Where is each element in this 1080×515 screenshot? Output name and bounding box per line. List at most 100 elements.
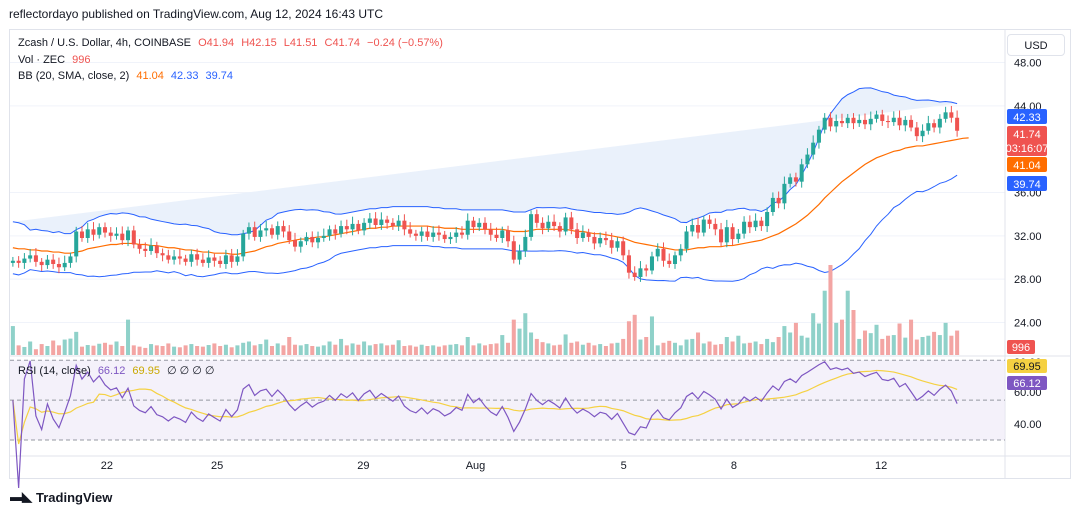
candle-body — [816, 129, 821, 143]
rsi-ma-label-bg — [1007, 359, 1047, 373]
volume-bar — [684, 339, 689, 355]
volume-label-bg — [1007, 340, 1035, 354]
candle-body — [713, 223, 718, 230]
candle-body — [701, 219, 706, 233]
volume-bar — [275, 343, 280, 355]
volume-bar — [776, 337, 781, 355]
candle-body — [120, 233, 125, 241]
candle-body — [736, 233, 741, 240]
volume-bar — [316, 346, 321, 355]
volume-bar — [788, 332, 793, 355]
candle-body — [74, 231, 79, 257]
volume-bar — [413, 346, 418, 355]
candle-body — [114, 233, 119, 236]
volume-bar — [367, 345, 372, 355]
y-tick-label: 24.00 — [1014, 318, 1042, 330]
legend-symbol[interactable]: Zcash / U.S. Dollar, 4h, COINBASE — [18, 37, 192, 49]
currency-button[interactable]: USD — [1007, 34, 1065, 56]
candle-body — [298, 241, 303, 247]
volume-bar — [891, 335, 896, 355]
candle-body — [874, 114, 879, 119]
volume-bar — [425, 346, 430, 355]
bb-basis-price-label-bg — [1007, 157, 1047, 172]
volume-bar — [292, 344, 298, 355]
candle-body — [189, 254, 194, 262]
volume-bar — [97, 343, 102, 355]
candle-body — [770, 197, 775, 212]
candle-body — [805, 154, 810, 165]
candle-body — [126, 230, 131, 241]
tradingview-logo[interactable]: ▬◣ TradingView — [10, 489, 112, 505]
candle-body — [552, 221, 557, 227]
volume-bar — [177, 347, 182, 355]
candle-body — [218, 260, 223, 264]
candle-body — [241, 233, 246, 257]
candle-body — [477, 222, 482, 228]
volume-bar — [327, 341, 332, 355]
brand-name: TradingView — [36, 489, 113, 505]
volume-bar — [241, 342, 246, 355]
candle-body — [851, 117, 856, 124]
legend-bb-basis: 41.04 — [136, 70, 164, 82]
legend-rsi-extra: ∅ ∅ ∅ ∅ — [167, 365, 215, 377]
candle-body — [644, 268, 649, 271]
candle-body — [281, 226, 286, 232]
candle-body — [828, 117, 833, 127]
candle-body — [609, 240, 614, 248]
candle-body — [880, 114, 885, 121]
volume-bar — [333, 344, 338, 355]
volume-bar — [638, 339, 643, 355]
last-price-label-bg — [1007, 126, 1047, 156]
volume-bar — [690, 338, 695, 355]
volume-bar — [310, 346, 315, 355]
candle-body — [799, 164, 804, 182]
volume-bar — [56, 345, 61, 355]
volume-bar — [195, 346, 200, 355]
volume-bar — [252, 345, 257, 355]
volume-bar — [540, 342, 545, 355]
volume-bar — [74, 331, 79, 355]
volume-bar — [696, 332, 701, 355]
candle-body — [932, 123, 937, 128]
volume-bar — [523, 313, 528, 355]
candle-body — [897, 117, 902, 126]
candle-body — [857, 119, 862, 124]
candle-body — [529, 214, 534, 237]
volume-bar — [557, 344, 562, 355]
candle-body — [517, 251, 522, 260]
candle-body — [586, 232, 591, 237]
candle-body — [724, 227, 729, 243]
volume-bar — [183, 345, 188, 355]
candle-body — [425, 231, 430, 237]
y-tick-label: 48.00 — [1014, 58, 1042, 70]
candle-body — [448, 236, 453, 240]
candle-body — [603, 238, 608, 241]
volume-bar — [143, 347, 148, 355]
candle-body — [137, 244, 142, 249]
candle-body — [937, 118, 942, 128]
volume-bar — [655, 345, 660, 355]
candle-body — [926, 123, 931, 131]
candle-body — [678, 248, 683, 256]
legend-rsi-label[interactable]: RSI (14, close) — [18, 365, 91, 377]
candle-body — [39, 261, 44, 266]
candle-body — [482, 222, 488, 230]
legend-bb-label[interactable]: BB (20, SMA, close, 2) — [18, 70, 130, 82]
legend-bb-lower: 39.74 — [205, 70, 234, 82]
candle-body — [707, 219, 712, 224]
legend-rsi-ma: 69.95 — [132, 365, 160, 377]
volume-bar — [200, 346, 205, 355]
candle-body — [246, 227, 251, 234]
candle-body — [580, 232, 585, 238]
legend-volume-label[interactable]: Vol · ZEC — [18, 54, 66, 66]
candle-body — [949, 112, 954, 118]
legend-low: L41.51 — [283, 37, 318, 49]
volume-bar — [713, 344, 718, 355]
volume-bar — [16, 345, 21, 355]
candle-body — [172, 256, 177, 260]
volume-bar — [79, 346, 84, 355]
candle-body — [264, 228, 269, 231]
volume-bar — [350, 343, 355, 355]
candle-body — [943, 112, 948, 119]
